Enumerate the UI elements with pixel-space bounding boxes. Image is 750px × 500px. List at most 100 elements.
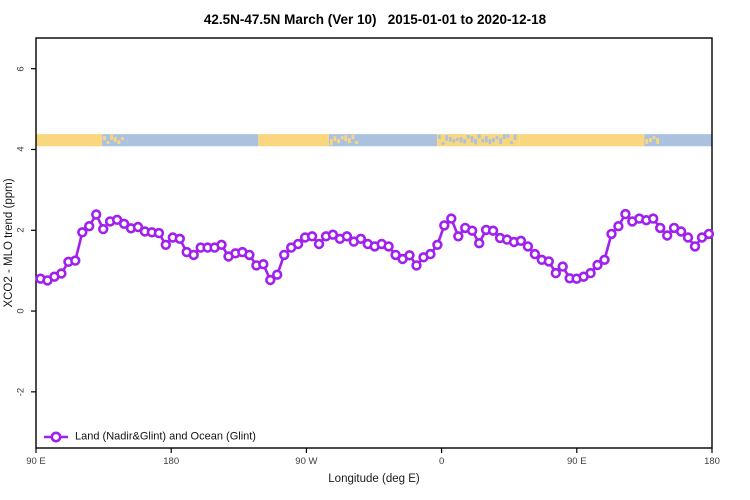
data-point-marker: [279, 249, 290, 261]
data-point-marker: [118, 218, 130, 230]
data-point-marker: [432, 239, 443, 251]
data-point-marker: [97, 223, 109, 235]
band-segment-land: [36, 134, 103, 147]
band-speckle: [495, 136, 499, 140]
data-point-marker: [529, 248, 541, 260]
data-point-marker: [383, 241, 394, 252]
data-point-marker: [425, 248, 436, 260]
band-speckle: [470, 136, 474, 143]
legend-label: Land (Nadir&Glint) and Ocean (Glint): [75, 430, 256, 443]
x-tick-label: 90 E: [567, 456, 587, 467]
data-point-marker: [474, 238, 485, 249]
band-speckle: [645, 139, 649, 145]
band-speckle: [456, 138, 459, 141]
data-point-marker: [77, 227, 88, 238]
data-point-marker: [153, 227, 165, 239]
band-segment-ocean: [662, 134, 712, 147]
y-tick-label: 6: [15, 66, 27, 72]
band-speckle: [333, 136, 337, 142]
data-point-marker: [244, 249, 255, 261]
data-point-marker: [355, 233, 366, 245]
band-speckle: [445, 135, 449, 141]
plot-frame: [35, 37, 713, 449]
data-point-marker: [258, 259, 269, 270]
x-tick-label: 180: [704, 456, 720, 467]
data-point-marker: [675, 226, 687, 237]
band-segment-mixed_land: [437, 134, 520, 147]
data-point-marker: [515, 235, 527, 247]
data-point-marker: [341, 231, 353, 242]
band-speckle: [441, 142, 445, 145]
band-speckle: [484, 136, 488, 143]
band-speckle: [452, 139, 456, 143]
data-point-marker: [404, 250, 415, 261]
band-speckle: [103, 136, 106, 141]
data-point-marker: [661, 230, 673, 241]
band-speckle: [499, 138, 503, 145]
band-segment-land: [258, 134, 329, 147]
data-point-marker: [174, 233, 186, 245]
data-point-marker: [56, 268, 67, 279]
band-speckle: [347, 138, 351, 144]
x-axis-title: Longitude (deg E): [328, 473, 420, 485]
x-tick-label: 0: [438, 456, 445, 467]
data-point-marker: [654, 222, 666, 234]
band-speckle: [340, 136, 344, 140]
data-point-marker: [306, 231, 318, 242]
data-point-marker: [647, 213, 659, 224]
band-speckle: [106, 141, 110, 145]
band-speckle: [477, 134, 481, 139]
data-point-marker: [265, 274, 276, 286]
band-segment-land: [519, 134, 645, 147]
chart-title: 42.5N-47.5N March (Ver 10) 2015-01-01 to…: [203, 12, 547, 27]
band-speckle: [351, 135, 355, 140]
x-tick-label: 180: [163, 456, 180, 467]
data-point-marker: [313, 238, 325, 250]
data-point-marker: [70, 255, 81, 266]
band-speckle: [474, 139, 477, 145]
data-point-marker: [689, 241, 701, 252]
band-speckle: [466, 135, 470, 139]
band-speckle: [652, 136, 656, 140]
band-speckle: [344, 135, 348, 142]
band-speckle: [438, 135, 441, 139]
band-speckle: [506, 134, 510, 139]
data-point-marker: [487, 225, 499, 236]
data-point-marker: [83, 221, 95, 232]
y-tick-label: 2: [15, 227, 27, 233]
band-speckle: [513, 134, 517, 140]
data-point-marker: [682, 232, 694, 243]
data-point-marker: [599, 254, 610, 265]
band-segment-ocean: [360, 134, 438, 147]
data-point-marker: [272, 269, 283, 280]
data-point-marker: [439, 220, 450, 231]
data-point-marker: [620, 208, 631, 220]
band-speckle: [117, 140, 121, 145]
band-speckle: [510, 141, 513, 145]
band-speckle: [502, 134, 506, 140]
data-point-marker: [550, 267, 561, 279]
band-speckle: [113, 137, 117, 143]
data-point-marker: [216, 239, 227, 251]
data-point-marker: [90, 209, 102, 220]
band-speckle: [448, 137, 452, 142]
data-point-marker: [703, 228, 715, 240]
data-point-marker: [592, 259, 603, 271]
band-segment-ocean: [127, 134, 259, 147]
data-point-marker: [292, 238, 304, 250]
data-point-marker: [467, 225, 478, 236]
data-point-marker: [543, 256, 554, 267]
y-tick-label: 4: [15, 146, 27, 153]
band-speckle: [656, 138, 659, 145]
legend-marker-sample: [50, 431, 62, 443]
data-point-marker: [585, 267, 596, 279]
data-point-marker: [453, 231, 464, 242]
band-speckle: [337, 139, 340, 144]
y-tick-label: 0: [15, 308, 27, 314]
band-speckle: [649, 138, 652, 143]
data-point-marker: [411, 260, 422, 271]
x-tick-label: 90 W: [295, 456, 318, 467]
band-speckle: [110, 134, 114, 141]
band-speckle: [488, 139, 492, 145]
